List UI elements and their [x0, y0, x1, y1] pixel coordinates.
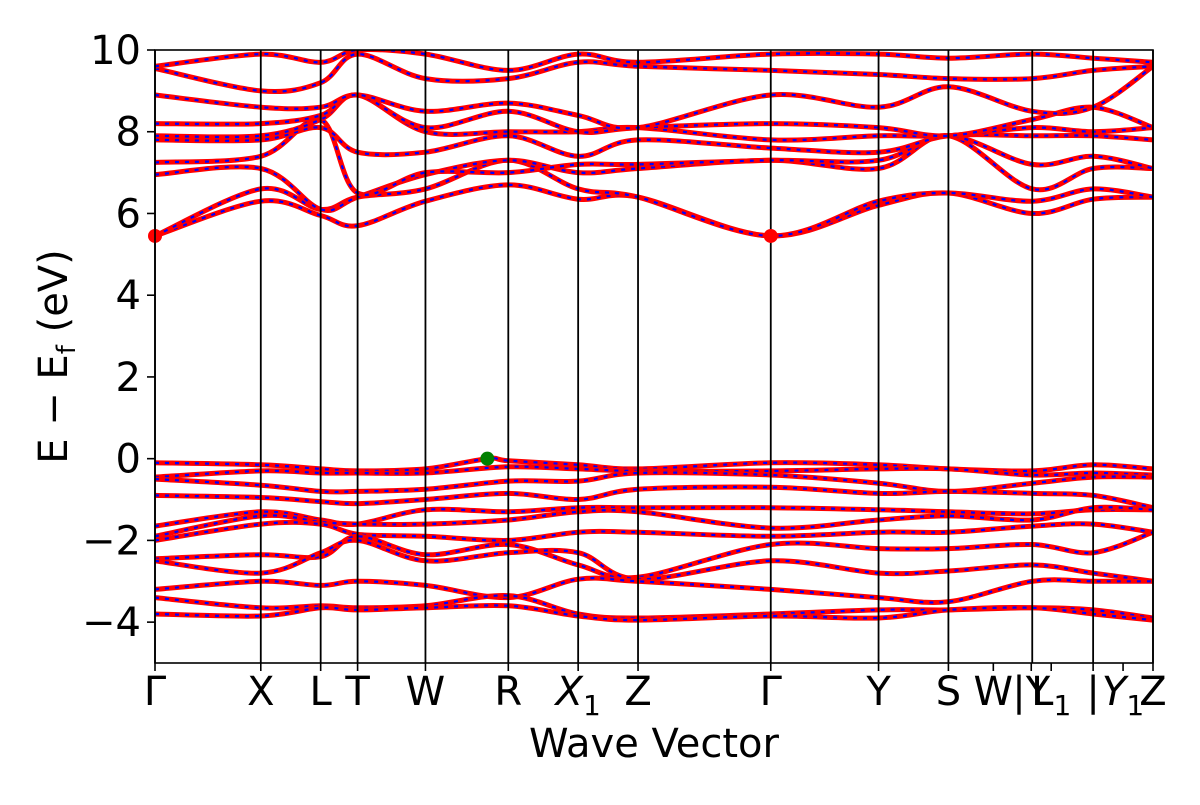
x-tick-label-main: Y [865, 669, 891, 715]
band-dash-17 [155, 531, 1153, 579]
x-tick-label-main: Γ [760, 669, 783, 715]
x-tick-label-main: Z [1139, 669, 1166, 715]
y-tick-label: 6 [116, 191, 141, 237]
bands-layer [155, 50, 1153, 623]
x-tick-label: |Y [1012, 669, 1050, 715]
x-tick-label-main: W [406, 669, 446, 715]
band-dash-7 [155, 65, 1153, 130]
x-tick-label: X [247, 669, 274, 715]
band-dash-16 [155, 521, 1153, 542]
x-tick-label: T [344, 669, 370, 715]
y-tick-label: 2 [116, 355, 141, 401]
band-dash-2 [155, 134, 1153, 212]
x-tick-label: L [310, 669, 333, 715]
x-tick-label: W [406, 669, 446, 715]
x-tick-label: Γ [760, 669, 783, 715]
y-axis-label-sub: f [52, 344, 82, 354]
x-tick-label-main: Γ [144, 669, 167, 715]
x-tick-label: X1 [554, 669, 601, 722]
band-line-16 [155, 519, 1153, 543]
band-line-0 [155, 182, 1153, 239]
x-tick-label-main: L [310, 669, 333, 715]
x-tick-label: Z [1139, 669, 1166, 715]
y-axis-label: E − Ef (eV) [31, 249, 82, 464]
y-axis-label-main: E − E [31, 354, 77, 464]
x-tick-label: Z [624, 669, 651, 715]
x-tick-label: | [1086, 669, 1099, 715]
x-tick-label-main: T [344, 669, 370, 715]
plot-frame [154, 49, 1154, 664]
y-axis-label-tail: (eV) [31, 249, 77, 345]
band-dash-9 [155, 50, 1153, 72]
y-tick-label: −4 [82, 600, 141, 646]
x-tick-label: S [936, 669, 961, 715]
band-dash-5 [155, 93, 1153, 142]
x-tick-label-main: L [1031, 669, 1054, 715]
x-tick-label-main: Z [624, 669, 651, 715]
band-dash-3 [155, 117, 1153, 196]
y-tick-label: 10 [90, 28, 141, 74]
band-dash-21 [155, 604, 1153, 622]
x-tick-label-main: Y [1102, 669, 1130, 715]
x-tick-label-sub: 1 [1126, 689, 1144, 722]
x-tick-label: L1 [1031, 669, 1071, 722]
x-tick-label: R [494, 669, 522, 715]
x-tick-label: W [974, 669, 1014, 715]
x-tick-label-sub: 1 [1053, 689, 1071, 722]
x-tick-label: Y1 [1102, 669, 1144, 722]
cbm-marker-1 [763, 228, 778, 243]
y-tick-label: 4 [116, 273, 141, 319]
x-axis-label: Wave Vector [529, 721, 780, 767]
x-tick-label: Γ [144, 669, 167, 715]
y-tick-label: 8 [116, 110, 141, 156]
band-line-19 [155, 575, 1153, 606]
x-tick-label-main: |Y [1012, 669, 1050, 715]
band-dash-11 [155, 465, 1153, 479]
band-dash-12 [155, 471, 1153, 494]
band-dash-4 [155, 126, 1153, 158]
band-edge-markers [148, 228, 778, 466]
x-axis-ticks: Γ X L T W R X1 Z Γ Y S W |YL1 | Y1Z [144, 663, 1167, 722]
y-tick-label: −2 [82, 518, 141, 564]
vbm-marker [480, 451, 495, 466]
x-tick-label-main: | [1086, 669, 1099, 715]
y-tick-label: 0 [116, 437, 141, 483]
x-tick-label-main: X [247, 669, 274, 715]
y-axis-ticks: −4 −2 0 2 4 6 8 10 [82, 28, 155, 646]
x-tick-label: Y [865, 669, 891, 715]
x-tick-label-main: S [936, 669, 961, 715]
x-tick-label-main: X [554, 669, 585, 715]
band-dash-8 [155, 52, 1153, 93]
x-tick-label-sub: 1 [583, 689, 601, 722]
x-tick-label-main: R [494, 669, 522, 715]
band-line-17 [155, 529, 1153, 581]
band-dash-13 [155, 485, 1153, 509]
x-tick-label-main: W [974, 669, 1014, 715]
